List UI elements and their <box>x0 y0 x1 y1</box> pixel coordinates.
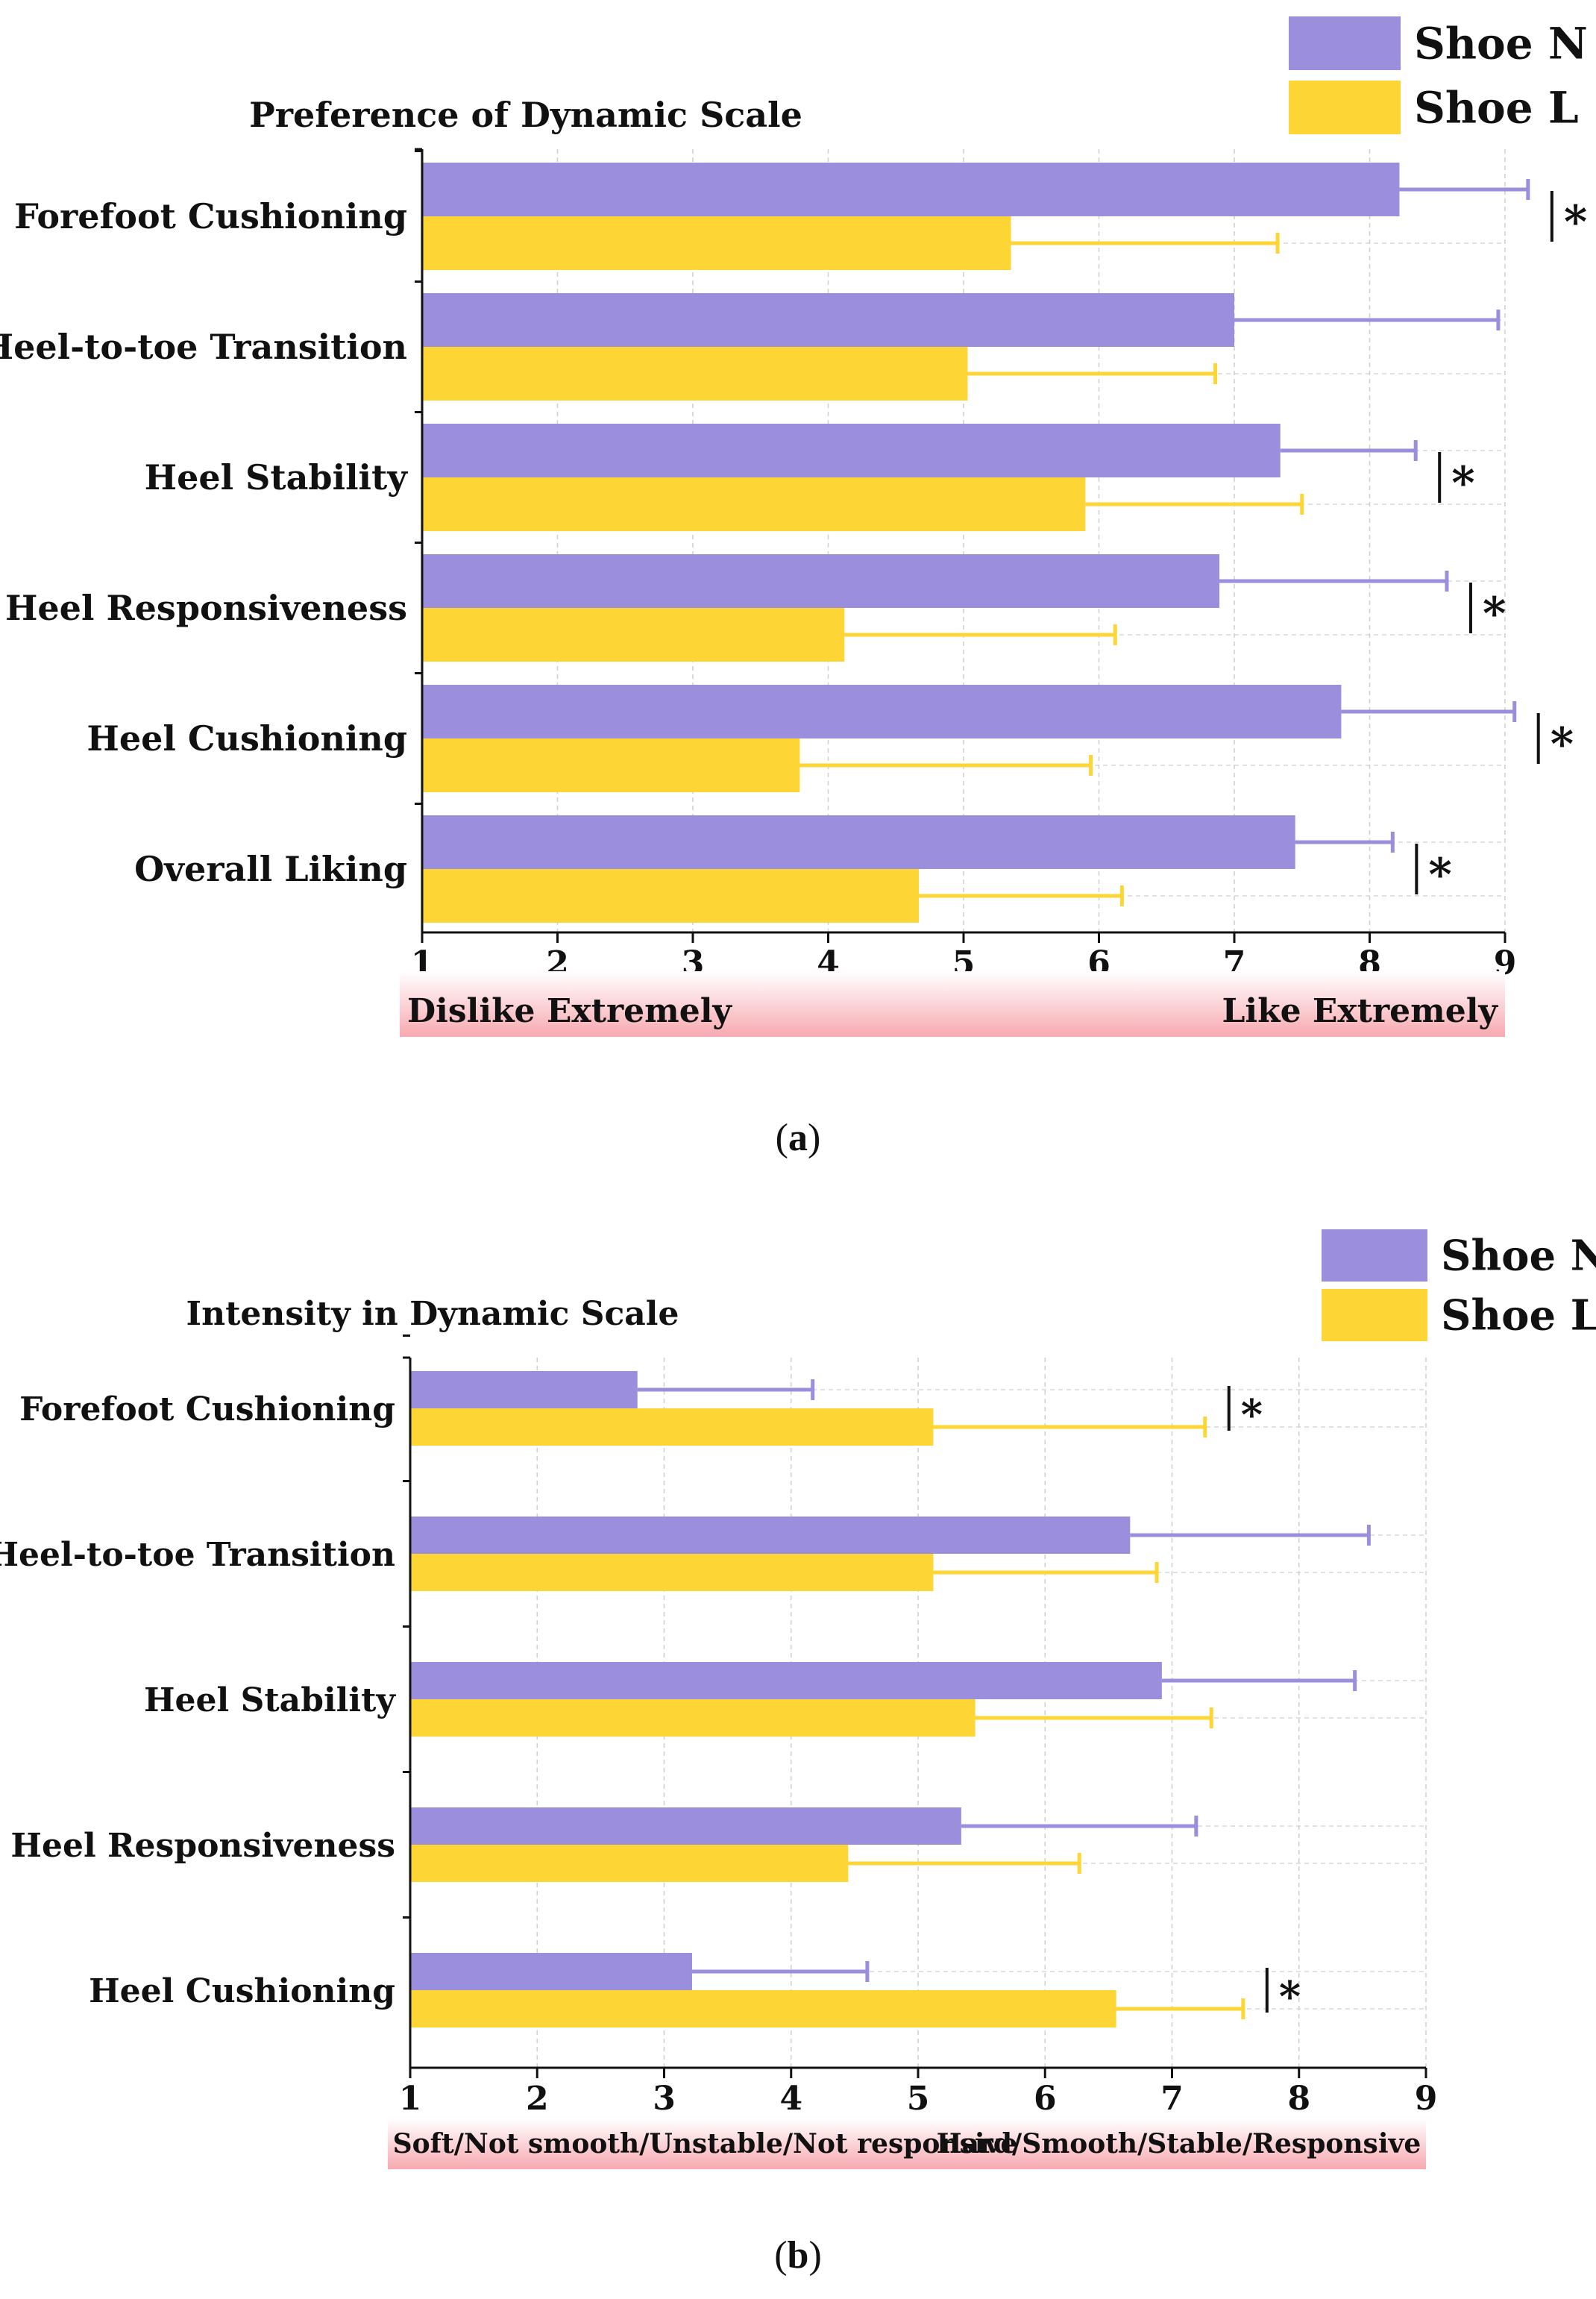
scale-high-label: Like Extremely <box>1222 992 1498 1030</box>
bar-shoe-n <box>422 293 1234 347</box>
x-tick-label: 4 <box>779 2080 802 2118</box>
bar-shoe-n <box>410 1807 961 1845</box>
scale-band <box>388 2118 1426 2169</box>
category-label: Heel Stability <box>144 1681 396 1719</box>
bar-shoe-n <box>422 424 1281 477</box>
legend-label: Shoe L <box>1414 82 1579 133</box>
significance-marker: * <box>1564 196 1587 248</box>
x-tick-label: 3 <box>653 2080 676 2118</box>
legend-label: Shoe N <box>1441 1232 1596 1281</box>
chart-title: Intensity in Dynamic Scale <box>186 1295 679 1333</box>
scale-high-label: Hard/Smooth/Stable/Responsive <box>937 2128 1421 2160</box>
chart-panel-a: Preference of Dynamic Scale Forefoot Cush… <box>0 16 1588 1037</box>
bar-shoe-l <box>422 738 800 792</box>
legend-swatch-shoe-l <box>1322 1289 1427 1341</box>
legend-label: Shoe L <box>1441 1291 1596 1340</box>
chart-title: Preference of Dynamic Scale <box>249 95 802 135</box>
x-tick-label: 8 <box>1287 2080 1310 2118</box>
x-tick-label: 7 <box>1160 2080 1184 2118</box>
category-label: Overall Liking <box>134 849 407 889</box>
panel-a-label: a <box>788 1117 808 1159</box>
scale-low-label: Dislike Extremely <box>407 992 732 1030</box>
bar-shoe-l <box>422 869 920 923</box>
category-label: Forefoot Cushioning <box>14 196 407 236</box>
legend-swatch-shoe-n <box>1322 1229 1427 1282</box>
significance-marker: * <box>1483 588 1506 640</box>
bar-shoe-l <box>422 347 968 401</box>
panel-a-caption: (a) <box>776 1117 821 1159</box>
panel-b-caption: (b) <box>774 2234 822 2277</box>
x-tick-label: 5 <box>907 2080 930 2118</box>
legend-swatch-shoe-n <box>1289 16 1401 70</box>
significance-marker: * <box>1241 1390 1263 1440</box>
bar-shoe-l <box>422 216 1011 270</box>
chart-panel-b: Intensity in Dynamic Scale Forefoot Cushi… <box>0 1229 1596 2169</box>
bar-shoe-n <box>422 685 1342 738</box>
category-label: Forefoot Cushioning <box>19 1390 395 1428</box>
bar-shoe-n <box>422 554 1220 608</box>
category-label: Heel Stability <box>145 457 409 498</box>
category-label: Heel Responsiveness <box>5 588 407 628</box>
x-tick-label: 9 <box>1415 2080 1438 2118</box>
significance-marker: * <box>1451 457 1474 509</box>
bar-shoe-l <box>422 477 1086 531</box>
category-label: Heel-to-toe Transition <box>0 327 407 367</box>
significance-marker: * <box>1428 849 1451 901</box>
bar-shoe-l <box>422 608 845 662</box>
category-label: Heel Cushioning <box>89 1972 395 2010</box>
panel-b-label: b <box>788 2234 809 2277</box>
category-label: Heel-to-toe Transition <box>0 1536 395 1574</box>
scale-band <box>400 971 1505 1037</box>
x-tick-label: 2 <box>526 2080 549 2118</box>
bar-shoe-n <box>410 1517 1131 1554</box>
bar-shoe-l <box>410 1408 934 1446</box>
category-label: Heel Cushioning <box>87 718 407 759</box>
scale-low-label: Soft/Not smooth/Unstable/Not responsive <box>393 2128 1018 2160</box>
significance-marker: * <box>1279 1972 1301 2022</box>
bar-shoe-n <box>410 1662 1162 1699</box>
category-label: Heel Responsiveness <box>10 1827 395 1865</box>
bar-shoe-l <box>410 1990 1116 2027</box>
bar-shoe-n <box>422 815 1295 869</box>
bar-shoe-n <box>410 1371 638 1408</box>
x-tick-label: 6 <box>1034 2080 1057 2118</box>
bar-shoe-l <box>410 1554 934 1591</box>
legend-label: Shoe N <box>1414 18 1588 69</box>
bar-shoe-l <box>410 1699 975 1737</box>
bar-shoe-l <box>410 1845 849 1882</box>
significance-marker: * <box>1551 718 1574 771</box>
bar-shoe-n <box>422 163 1400 216</box>
x-tick-label: 1 <box>399 2080 422 2118</box>
legend-swatch-shoe-l <box>1289 81 1401 134</box>
bar-shoe-n <box>410 1953 692 1990</box>
